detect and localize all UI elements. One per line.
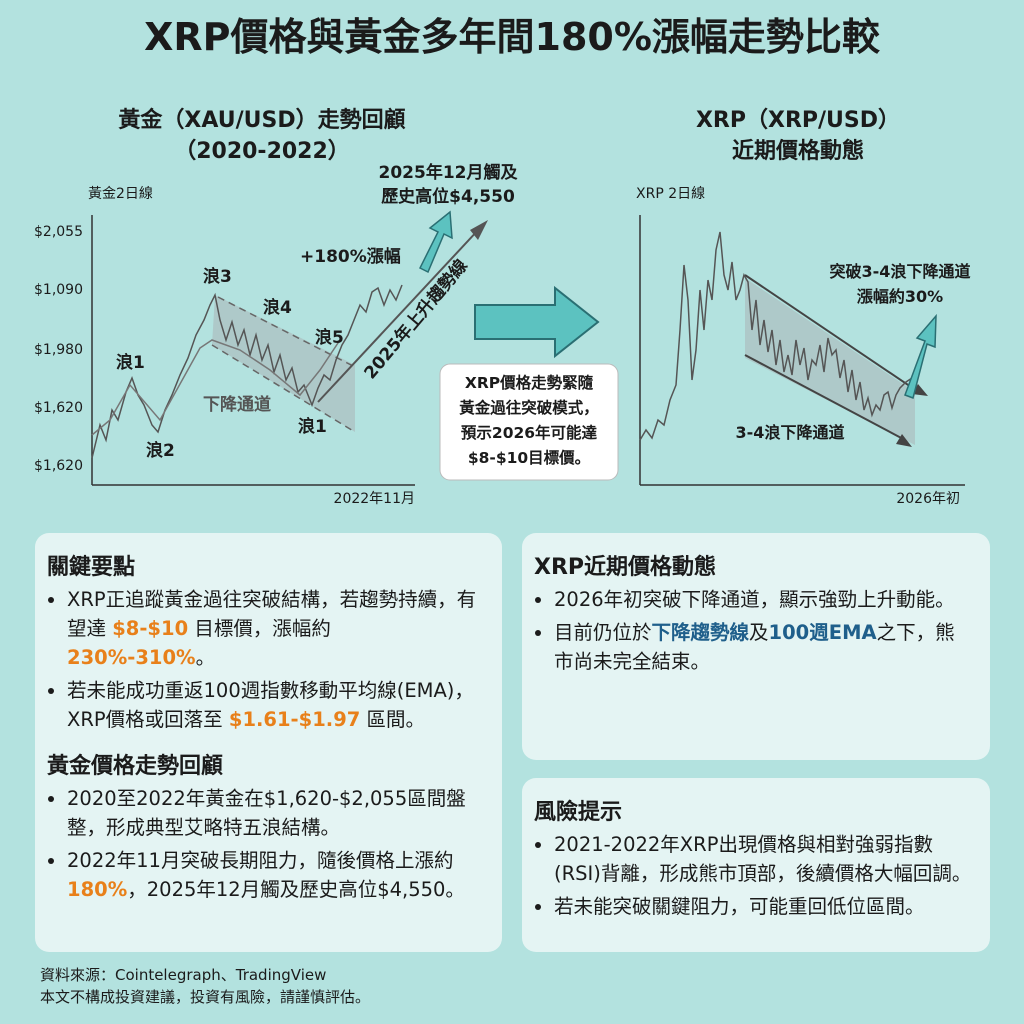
- bullet-text: 2026年初突破下降通道，顯示強勁上升動能。: [554, 588, 955, 611]
- page-title: XRP價格與黃金多年間180%漲幅走勢比較: [144, 15, 881, 59]
- channel-label: 3-4浪下降通道: [736, 423, 845, 442]
- card-heading: XRP近期價格動態: [534, 555, 717, 580]
- bullet: 若未能成功重返100週指數移動平均線(EMA)，XRP價格或回落至 $1.61-…: [67, 676, 484, 734]
- charts: XRP價格與黃金多年間180%漲幅走勢比較 黃金（XAU/USD）走勢回顧 （2…: [34, 15, 971, 507]
- card: XRP近期價格動態2026年初突破下降通道，顯示強勁上升動能。目前仍位於下降趨勢…: [522, 533, 990, 760]
- bullet-text: 若未能突破關鍵阻力，可能重回低位區間。: [554, 895, 925, 918]
- channel-label: 下降通道: [203, 394, 271, 415]
- bullet-text: 180%: [67, 878, 128, 901]
- bullet-text: 2021-2022年XRP出現價格與相對強弱指數(RSI)背離，形成熊市頂部，後…: [554, 833, 972, 885]
- channel-line: [744, 274, 921, 394]
- axis-label: XRP 2日線: [636, 186, 705, 202]
- price-line-2: [91, 339, 341, 436]
- bullet-text: 區間。: [360, 708, 426, 731]
- panel-title: 黃金（XAU/USD）走勢回顧: [118, 107, 405, 133]
- bullet: 2022年11月突破長期阻力，隨後價格上漲約 180%，2025年12月觸及歷史…: [67, 846, 484, 904]
- peak-label: 2025年12月觸及: [379, 162, 519, 183]
- bullet-text: 及: [749, 621, 769, 644]
- bullet-list: XRP正追蹤黃金過往突破結構，若趨勢持續，有望達 $8-$10 目標價，漲幅約 …: [47, 585, 484, 734]
- bullet: 目前仍位於下降趨勢線及100週EMA之下，熊市尚未完全結束。: [554, 618, 972, 676]
- y-label: $1,620: [34, 400, 83, 416]
- arrow-head: [912, 384, 928, 396]
- transition-arrow: [474, 285, 600, 359]
- card: 關鍵要點 XRP正追蹤黃金過往突破結構，若趨勢持續，有望達 $8-$10 目標價，…: [35, 533, 502, 952]
- bullet-text: 2022年11月突破長期阻力，隨後價格上漲約: [67, 849, 454, 872]
- bullet-text: ，2025年12月觸及歷史高位$4,550。: [127, 878, 465, 901]
- bullet-text: $1.61-$1.97: [228, 708, 361, 731]
- panel-title: XRP（XRP/USD）: [696, 108, 900, 133]
- trend-line: [317, 227, 481, 403]
- bullet: 2021-2022年XRP出現價格與相對強弱指數(RSI)背離，形成熊市頂部，後…: [554, 830, 972, 888]
- price-line: [639, 231, 913, 441]
- bullet-text: XRP正追蹤黃金過往突破結構，若趨勢持續，有望達: [67, 588, 477, 640]
- channel-line: [744, 354, 906, 441]
- gain-label: +180%漲幅: [300, 246, 401, 267]
- breakout-label: 漲幅約30%: [857, 287, 943, 306]
- y-label: $1,090: [34, 282, 83, 298]
- footer: 資料來源：Cointelegraph、TradingView 本文不構成投資建議…: [40, 964, 370, 1008]
- note-text: 黃金過往突破模式，: [458, 398, 599, 417]
- note-text: 預示2026年可能達: [461, 423, 598, 442]
- axis-label: 黃金2日線: [88, 186, 153, 202]
- x-label: 2026年初: [896, 490, 960, 507]
- bullet-list: 2020至2022年黃金在$1,620-$2,055區間盤整，形成典型艾略特五浪…: [47, 784, 484, 904]
- channel-line: [211, 344, 356, 433]
- bullet-list: 2021-2022年XRP出現價格與相對強弱指數(RSI)背離，形成熊市頂部，後…: [534, 830, 972, 921]
- wave-label: 浪2: [146, 440, 175, 461]
- card-heading: 風險提示: [534, 800, 623, 825]
- note-text: XRP價格走勢緊隨: [465, 373, 594, 392]
- bullet-text: 之下，熊市尚未完全結束。: [554, 621, 955, 673]
- peak-label: 歷史高位$4,550: [381, 186, 515, 207]
- bullet-text: 2020至2022年黃金在$1,620-$2,055區間盤整，形成典型艾略特五浪…: [67, 787, 466, 839]
- wave-label: 浪5: [315, 327, 344, 348]
- card-heading: 黃金價格走勢回顧: [47, 754, 224, 779]
- channel: [212, 295, 355, 432]
- bullet-text: $8-$10: [112, 617, 189, 640]
- bullet-text: 100週EMA: [768, 621, 877, 644]
- note-text: $8-$10目標價。: [468, 448, 590, 467]
- wave-label: 浪3: [203, 266, 232, 287]
- wave-label: 浪1: [116, 352, 145, 373]
- panel-title: （2020-2022）: [174, 139, 350, 164]
- bullet: 若未能突破關鍵阻力，可能重回低位區間。: [554, 892, 972, 921]
- channel-line: [217, 296, 356, 368]
- card: 風險提示 2021-2022年XRP出現價格與相對強弱指數(RSI)背離，形成熊市…: [522, 778, 990, 952]
- breakout-arrow: [418, 210, 453, 274]
- bullet-text: 。: [195, 646, 216, 669]
- card-heading: 關鍵要點: [47, 555, 136, 580]
- x-label: 2022年11月: [334, 491, 415, 507]
- note-box: [439, 363, 619, 481]
- bullet-text: 230%-310%: [67, 646, 196, 669]
- bullet-text: 目標價，漲幅約: [188, 617, 331, 640]
- price-line: [91, 284, 403, 459]
- bullet-list: 2026年初突破下降通道，顯示強勁上升動能。目前仍位於下降趨勢線及100週EMA…: [534, 585, 972, 676]
- bullet: 2020至2022年黃金在$1,620-$2,055區間盤整，形成典型艾略特五浪…: [67, 784, 484, 842]
- breakout-label: 突破3-4浪下降通道: [830, 262, 971, 281]
- y-label: $1,620: [34, 458, 83, 474]
- bullet: 2026年初突破下降通道，顯示強勁上升動能。: [554, 585, 972, 614]
- bullet: XRP正追蹤黃金過往突破結構，若趨勢持續，有望達 $8-$10 目標價，漲幅約 …: [67, 585, 484, 672]
- source: 資料來源：Cointelegraph、TradingView: [40, 966, 327, 984]
- breakout-arrow: [904, 313, 937, 399]
- wave-label: 浪4: [263, 297, 292, 318]
- arrow-head: [896, 434, 912, 447]
- y-label: $2,055: [34, 224, 83, 240]
- disclaimer: 本文不構成投資建議，投資有風險，請謹慎評估。: [40, 988, 371, 1006]
- wave-label: 浪1: [298, 416, 327, 437]
- panel-title: 近期價格動態: [732, 138, 864, 164]
- bullet-text: 若未能成功重返100週指數移動平均線(EMA)，XRP價格或回落至: [67, 679, 474, 731]
- bullet-text: 目前仍位於: [554, 621, 652, 644]
- bullet-text: 下降趨勢線: [651, 621, 750, 644]
- y-label: $1,980: [34, 342, 83, 358]
- arrow-head: [470, 220, 488, 240]
- channel: [745, 278, 915, 445]
